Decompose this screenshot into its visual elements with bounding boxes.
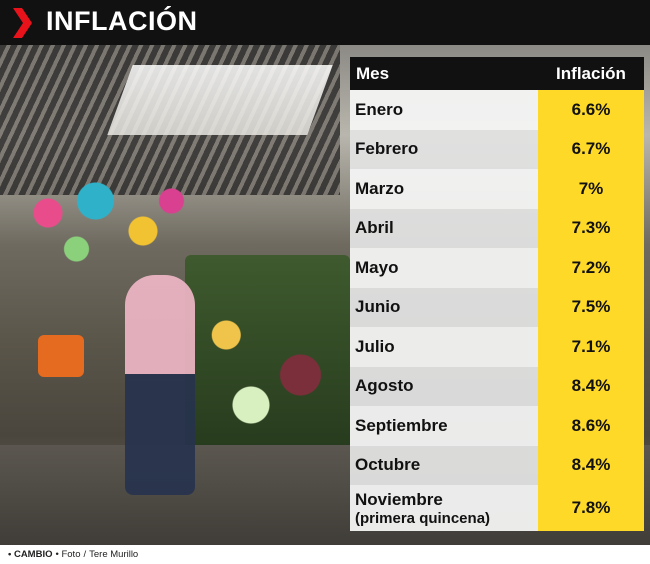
skylight (107, 65, 333, 135)
table-row: Agosto 8.4% (350, 366, 644, 406)
header-bar: INFLACIÓN (0, 0, 650, 45)
inflation-cell: 8.4% (538, 366, 644, 406)
table-header: Mes Inflación (350, 57, 644, 90)
inflation-table: Mes Inflación Enero 6.6% Febrero 6.7% Marzo 7… (350, 57, 644, 531)
inflation-cell: 8.6% (538, 406, 644, 446)
month-cell: Octubre (350, 445, 538, 485)
table-row: Octubre 8.4% (350, 445, 644, 485)
inflation-cell: 7% (538, 169, 644, 209)
photo-credit: • CAMBIO • Foto / Tere Murillo (0, 545, 650, 564)
vegetable-stall (185, 255, 350, 455)
column-header-inflation: Inflación (556, 63, 626, 83)
pinatas-decoration (10, 165, 200, 285)
month-cell: Mayo (350, 248, 538, 288)
month-cell: Julio (350, 327, 538, 367)
inflation-cell: 7.2% (538, 248, 644, 288)
table-row: Abril 7.3% (350, 208, 644, 248)
inflation-cell: 7.5% (538, 287, 644, 327)
table-body: Enero 6.6% Febrero 6.7% Marzo 7% Abril 7.3% Mayo… (350, 90, 644, 485)
table-row: Marzo 7% (350, 169, 644, 209)
table-row: Septiembre 8.6% (350, 406, 644, 446)
table-row: Mayo 7.2% (350, 248, 644, 288)
photo-label: • Foto (55, 549, 81, 560)
table-row: Junio 7.5% (350, 287, 644, 327)
column-header-month: Mes (356, 63, 390, 83)
chevron-right-icon (13, 8, 32, 38)
page-title: INFLACIÓN (46, 6, 198, 36)
month-cell: Febrero (350, 129, 538, 169)
inflation-cell: 7.1% (538, 327, 644, 367)
credit-separator: / (83, 549, 87, 560)
month-note: (primera quincena) (355, 509, 491, 527)
inflation-cell: 7.3% (538, 208, 644, 248)
month-cell: Enero (350, 90, 538, 130)
month-label: Noviembre (355, 489, 443, 509)
month-cell: Marzo (350, 169, 538, 209)
table-row: Julio 7.1% (350, 327, 644, 367)
inflation-cell: 7.8% (538, 485, 644, 531)
inflation-cell: 6.7% (538, 129, 644, 169)
month-cell: Abril (350, 208, 538, 248)
table-row: Febrero 6.7% (350, 129, 644, 169)
photographer-name: Tere Murillo (89, 549, 139, 560)
inflation-cell: 8.4% (538, 445, 644, 485)
brand-label: • CAMBIO (8, 549, 53, 560)
month-cell: Noviembre (primera quincena) (350, 485, 538, 531)
month-cell: Junio (350, 287, 538, 327)
month-cell: Septiembre (350, 406, 538, 446)
shopper-figure (125, 275, 195, 495)
month-cell: Agosto (350, 366, 538, 406)
inflation-cell: 6.6% (538, 90, 644, 130)
orange-bag (38, 335, 84, 377)
table-row: Enero 6.6% (350, 90, 644, 130)
table-row-last: Noviembre (primera quincena) 7.8% (350, 485, 644, 531)
